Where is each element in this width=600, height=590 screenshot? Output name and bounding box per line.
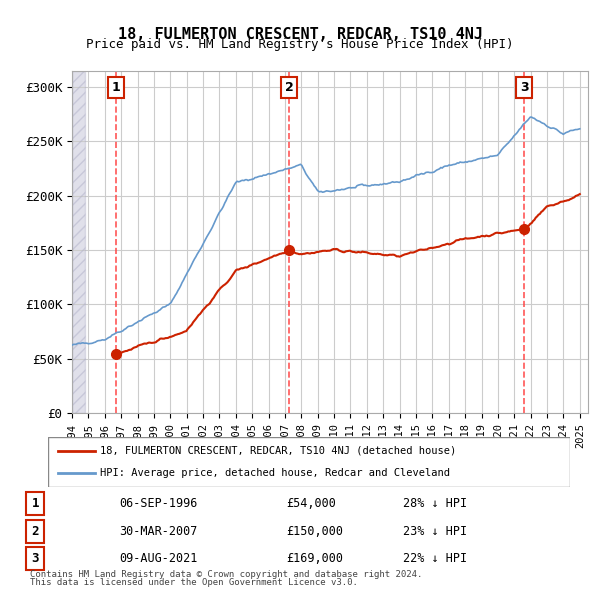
Text: 3: 3 [31, 552, 39, 565]
Text: 23% ↓ HPI: 23% ↓ HPI [403, 525, 467, 537]
Text: £54,000: £54,000 [286, 497, 336, 510]
Text: 2: 2 [284, 81, 293, 94]
Text: 2: 2 [31, 525, 39, 537]
Text: 06-SEP-1996: 06-SEP-1996 [119, 497, 197, 510]
Text: 18, FULMERTON CRESCENT, REDCAR, TS10 4NJ: 18, FULMERTON CRESCENT, REDCAR, TS10 4NJ [118, 27, 482, 41]
Text: Price paid vs. HM Land Registry's House Price Index (HPI): Price paid vs. HM Land Registry's House … [86, 38, 514, 51]
Text: HPI: Average price, detached house, Redcar and Cleveland: HPI: Average price, detached house, Redc… [100, 468, 450, 478]
Text: 1: 1 [112, 81, 120, 94]
Text: 28% ↓ HPI: 28% ↓ HPI [403, 497, 467, 510]
Text: 22% ↓ HPI: 22% ↓ HPI [403, 552, 467, 565]
Text: 30-MAR-2007: 30-MAR-2007 [119, 525, 197, 537]
Bar [72, 71, 85, 413]
Text: £150,000: £150,000 [286, 525, 343, 537]
Bar [72, 71, 85, 413]
Text: 18, FULMERTON CRESCENT, REDCAR, TS10 4NJ (detached house): 18, FULMERTON CRESCENT, REDCAR, TS10 4NJ… [100, 445, 457, 455]
Text: This data is licensed under the Open Government Licence v3.0.: This data is licensed under the Open Gov… [30, 578, 358, 587]
Text: £169,000: £169,000 [286, 552, 343, 565]
Text: Contains HM Land Registry data © Crown copyright and database right 2024.: Contains HM Land Registry data © Crown c… [30, 570, 422, 579]
Text: 3: 3 [520, 81, 529, 94]
FancyBboxPatch shape [48, 437, 570, 487]
Text: 09-AUG-2021: 09-AUG-2021 [119, 552, 197, 565]
Text: 1: 1 [31, 497, 39, 510]
